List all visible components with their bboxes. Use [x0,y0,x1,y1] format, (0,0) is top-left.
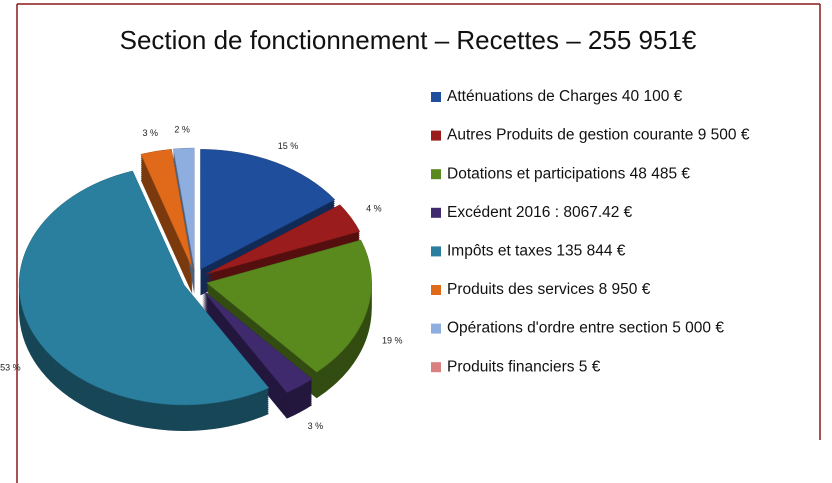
legend-swatch [431,92,441,102]
legend-swatch [431,362,441,373]
data-label: 3 % [143,128,159,138]
slice [140,148,193,269]
legend-swatch [431,246,441,257]
data-label: 3 % [308,421,324,431]
legend-label: Produits financiers 5 € [447,358,601,375]
slice [205,204,361,275]
legend-label: Opérations d'ordre entre section 5 000 € [447,320,724,337]
slice [206,239,372,373]
data-label: 2 % [174,125,190,135]
legend-swatch [431,130,441,141]
legend-label: Excédent 2016 : 8067.42 € [447,204,633,221]
data-label: 15 % [278,141,299,151]
legend-swatch [431,323,441,334]
data-label: 53 % [0,363,21,373]
chart-title: Section de fonctionnement – Recettes – 2… [120,25,697,55]
legend-label: Atténuations de Charges 40 100 € [447,88,683,105]
legend-label: Dotations et participations 48 485 € [447,165,690,182]
slice [173,147,195,269]
legend-label: Autres Produits de gestion courante 9 50… [447,127,750,144]
legend-label: Produits des services 8 950 € [447,281,651,298]
slice [200,149,336,270]
legend-swatch [431,169,441,180]
data-label: 19 % [382,336,403,346]
legend-swatch [431,285,441,295]
data-label: 4 % [366,204,382,214]
slice [18,170,270,406]
legend-label: Impôts et taxes 135 844 € [447,242,626,259]
legend-swatch [431,207,441,218]
slice [201,289,313,393]
